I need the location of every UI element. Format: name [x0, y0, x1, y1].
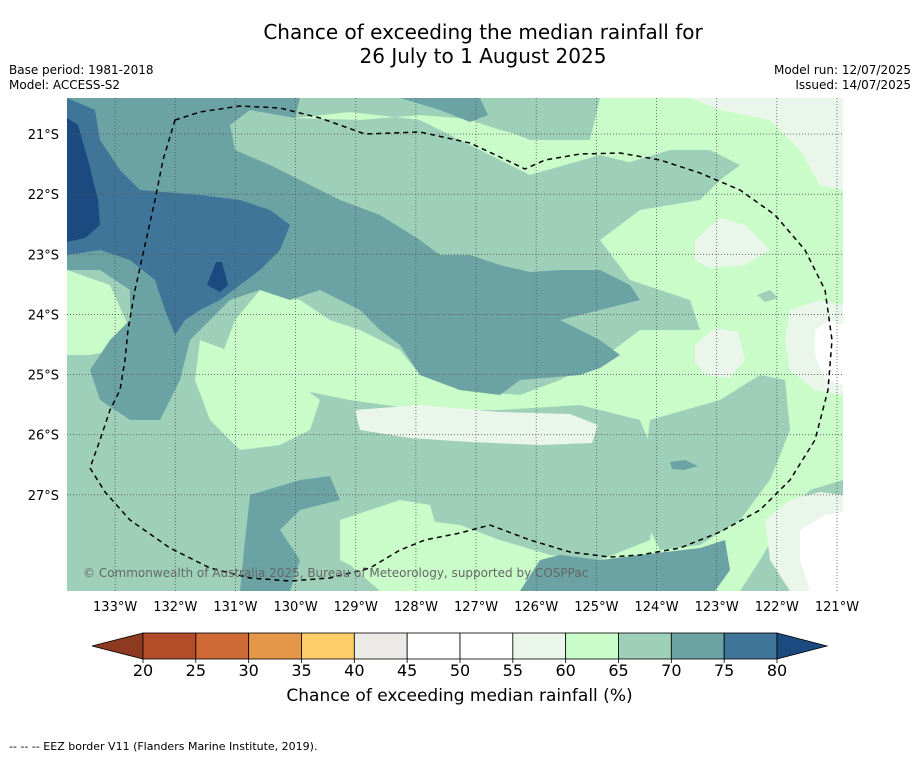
lon-labels: 133°W 132°W 131°W 130°W 129°W 128°W 127°W 126°W… [93, 600, 859, 615]
colorbar-tick-label: 30 [238, 661, 258, 680]
zone-70-75-southeast [520, 540, 730, 591]
lon-tick-label: 121°W [815, 600, 859, 615]
zone-65-70-top [450, 98, 590, 140]
lat-tick-label: 27°S [28, 489, 59, 504]
eez-border [89, 105, 833, 582]
zone-60-65-small-1 [310, 322, 338, 337]
colorbar-low-extend [91, 632, 144, 660]
zone-55-60-top-right [690, 98, 843, 190]
zone-60-65-west [67, 270, 130, 355]
colorbar-segment [459, 632, 514, 660]
zone-80-plus-west [67, 118, 100, 242]
zone-55-60-east-small [695, 328, 745, 378]
colorbar-tick-label: 60 [555, 661, 575, 680]
colorbar-segment [301, 632, 355, 660]
meta-left: Base period: 1981-2018 Model: ACCESS-S2 [9, 63, 154, 93]
footer-note: -- -- -- EEZ border V11 (Flanders Marine… [9, 740, 318, 753]
colorbar-tick-label: 35 [291, 661, 311, 680]
zone-65-70-northeast [615, 150, 740, 205]
zone-65-70-small [757, 290, 778, 302]
lon-tick-label: 130°W [274, 600, 318, 615]
zone-75-80-west [67, 98, 290, 335]
colorbar-segment [723, 632, 778, 660]
colorbar-tick-label: 40 [344, 661, 364, 680]
lon-tick-label: 127°W [454, 600, 498, 615]
colorbar-segment [512, 632, 567, 660]
colorbar-tick-label: 70 [661, 661, 681, 680]
base-period: Base period: 1981-2018 [9, 63, 154, 77]
zone-70-75-south [240, 476, 340, 591]
lon-tick-label: 128°W [394, 600, 438, 615]
title-line-2: 26 July to 1 August 2025 [359, 44, 607, 68]
zone-70-75-small [670, 460, 698, 470]
lon-tick-label: 123°W [695, 600, 739, 615]
colorbar-segment [565, 632, 619, 660]
colorbar-segment [670, 632, 725, 660]
colorbar-tick-label: 65 [608, 661, 628, 680]
chart-title: Chance of exceeding the median rainfall … [0, 20, 919, 68]
colorbar-segment [353, 632, 408, 660]
zone-60-65-south [340, 500, 440, 580]
lat-tick-label: 25°S [28, 369, 59, 384]
colorbar-tick-label: 45 [397, 661, 417, 680]
copyright: © Commonwealth of Australia 2025, Bureau… [83, 566, 588, 580]
colorbar-segment [406, 632, 461, 660]
zone-50-55-right-edge [815, 320, 843, 385]
title-line-1: Chance of exceeding the median rainfall … [263, 20, 703, 44]
zone-70-75-top-center [400, 98, 488, 122]
colorbar-ticks: 20 25 30 35 40 45 50 55 60 65 70 75 80 [133, 659, 787, 680]
colorbar-high-extend [776, 632, 829, 660]
lat-labels: 21°S 22°S 23°S 24°S 25°S 26°S 27°S [28, 128, 59, 504]
lat-tick-label: 24°S [28, 308, 59, 323]
lon-tick-label: 133°W [93, 600, 137, 615]
model-run: Model run: 12/07/2025 [773, 63, 911, 77]
lon-tick-label: 126°W [514, 600, 558, 615]
lon-tick-label: 129°W [334, 600, 378, 615]
colorbar-segment [195, 632, 250, 660]
lat-tick-label: 26°S [28, 429, 59, 444]
model-name: Model: ACCESS-S2 [9, 78, 121, 92]
issued-date: Issued: 14/07/2025 [795, 78, 911, 92]
zone-80-plus-small [207, 262, 228, 292]
colorbar-tick-label: 80 [767, 661, 787, 680]
lon-tick-label: 125°W [574, 600, 618, 615]
colorbar-tick-label: 20 [133, 661, 153, 680]
lon-tick-label: 132°W [153, 600, 197, 615]
colorbar-segment [618, 632, 672, 660]
lat-tick-label: 23°S [28, 248, 59, 263]
lon-tick-label: 122°W [755, 600, 799, 615]
lon-tick-label: 131°W [213, 600, 257, 615]
colorbar-tick-label: 50 [450, 661, 470, 680]
zone-60-65-southwest [195, 340, 320, 450]
lat-tick-label: 21°S [28, 128, 59, 143]
colorbar-tick-label: 75 [714, 661, 734, 680]
lon-tick-label: 124°W [634, 600, 678, 615]
zone-50-55-bottom-right [800, 512, 843, 591]
zone-65-70-east [640, 375, 790, 550]
lat-tick-label: 22°S [28, 188, 59, 203]
colorbar-segment [142, 632, 197, 660]
zone-55-60-east [695, 218, 770, 268]
colorbar-tick-label: 55 [503, 661, 523, 680]
colorbar [91, 632, 829, 660]
meta-right: Model run: 12/07/2025 Issued: 14/07/2025 [774, 63, 911, 93]
colorbar-tick-label: 25 [186, 661, 206, 680]
rainfall-field: © Commonwealth of Australia 2025, Bureau… [67, 98, 843, 591]
colorbar-segment [248, 632, 302, 660]
zone-70-75-main [67, 98, 640, 420]
gridlines [67, 98, 843, 591]
colorbar-label: Chance of exceeding median rainfall (%) [286, 686, 633, 706]
